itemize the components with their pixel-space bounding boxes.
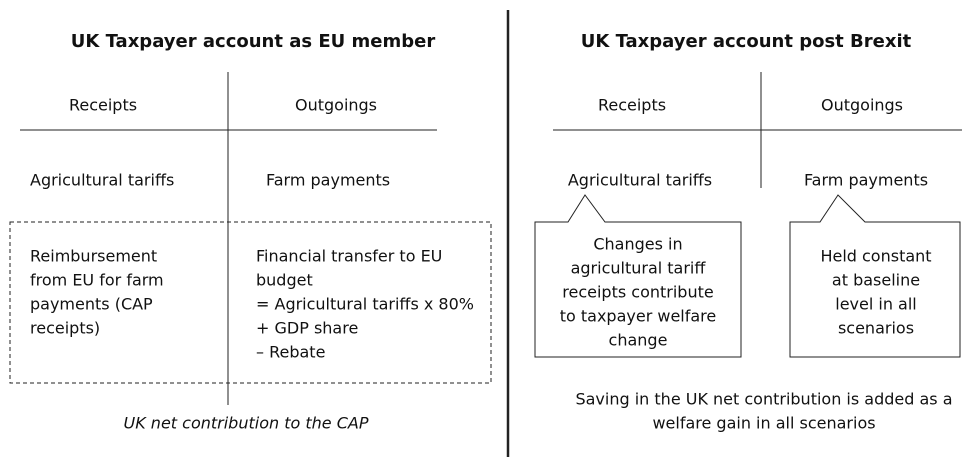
dashed-box (9, 221, 492, 384)
item: Farm payments (266, 171, 390, 190)
caption: UK net contribution to the CAP (124, 414, 369, 433)
item: Farm payments (804, 171, 928, 190)
footer-text: Saving in the UK net contribution is add… (575, 390, 952, 409)
callout-text: agricultural tariff (571, 259, 707, 278)
callout-text: at baseline (832, 271, 920, 290)
callout-text: level in all (835, 295, 917, 314)
column-header: Outgoings (295, 96, 377, 115)
item: Agricultural tariffs (568, 171, 712, 190)
callout-text: Held constant (820, 247, 931, 266)
callout-text: to taxpayer welfare (560, 307, 717, 326)
box-text: from EU for farm (30, 271, 164, 290)
item: Agricultural tariffs (30, 171, 174, 190)
column-header: Receipts (69, 96, 137, 115)
title: UK Taxpayer account as EU member (71, 31, 436, 52)
callout-text: receipts contribute (562, 283, 713, 302)
box-text: budget (256, 271, 313, 290)
callout-text: Changes in (593, 235, 682, 254)
column-header: Outgoings (821, 96, 903, 115)
callout-text: change (609, 331, 668, 350)
box-text: – Rebate (256, 343, 325, 362)
callout (789, 194, 961, 358)
footer-text: welfare gain in all scenarios (652, 414, 875, 433)
box-text: + GDP share (256, 319, 358, 338)
box-text: Financial transfer to EU (256, 247, 442, 266)
title: UK Taxpayer account post Brexit (581, 31, 912, 52)
callout-text: scenarios (838, 319, 914, 338)
box-text: payments (CAP (30, 295, 153, 314)
box-text: Reimbursement (30, 247, 157, 266)
column-header: Receipts (598, 96, 666, 115)
callout (534, 194, 742, 358)
box-text: receipts) (30, 319, 100, 338)
box-text: = Agricultural tariffs x 80% (256, 295, 474, 314)
